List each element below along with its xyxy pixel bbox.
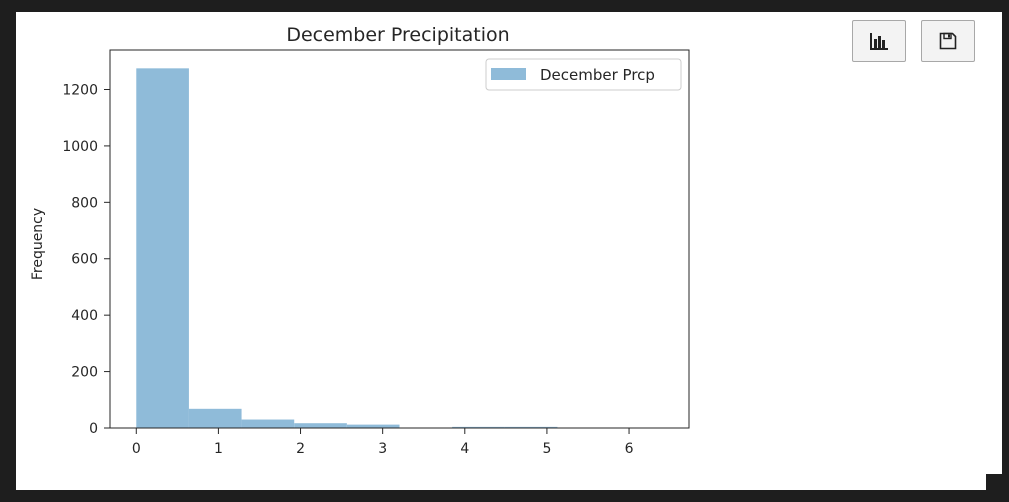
chart-title: December Precipitation — [286, 24, 509, 46]
y-tick-label: 0 — [89, 421, 98, 437]
chart-button[interactable] — [852, 20, 906, 62]
y-axis-label: Frequency — [30, 208, 46, 280]
legend-label: December Prcp — [540, 66, 655, 84]
histogram-bar — [452, 426, 505, 428]
y-axis: 0 200 400 600 800 1000 1200 — [62, 82, 110, 437]
x-axis: 0 1 2 3 4 5 6 — [132, 428, 634, 457]
histogram-bar — [504, 426, 558, 428]
plot-area-frame — [109, 49, 690, 429]
x-tick-label: 6 — [625, 441, 634, 457]
corner-notch — [986, 474, 1009, 502]
x-tick-label: 1 — [214, 441, 223, 457]
save-button[interactable] — [921, 20, 975, 62]
y-tick-label: 400 — [71, 308, 98, 324]
histogram-bar — [241, 419, 295, 428]
x-tick-label: 3 — [378, 441, 387, 457]
bar-chart-icon — [870, 33, 888, 50]
histogram-bar — [136, 68, 189, 429]
floppy-disk-icon — [939, 32, 957, 50]
histogram-bar — [188, 408, 242, 428]
bars-group — [136, 68, 663, 429]
x-tick-label: 4 — [460, 441, 469, 457]
y-tick-label: 800 — [71, 195, 98, 211]
x-tick-label: 0 — [132, 441, 141, 457]
legend-box — [485, 58, 682, 91]
y-tick-label: 1000 — [62, 139, 98, 155]
x-tick-label: 5 — [542, 441, 551, 457]
y-tick-label: 1200 — [62, 82, 98, 98]
x-tick-label: 2 — [296, 441, 305, 457]
legend-swatch — [491, 68, 526, 80]
legend: December Prcp — [485, 58, 682, 91]
y-tick-label: 600 — [71, 252, 98, 268]
histogram-bar — [294, 423, 347, 428]
histogram-bar — [346, 424, 400, 428]
y-tick-label: 200 — [71, 365, 98, 381]
